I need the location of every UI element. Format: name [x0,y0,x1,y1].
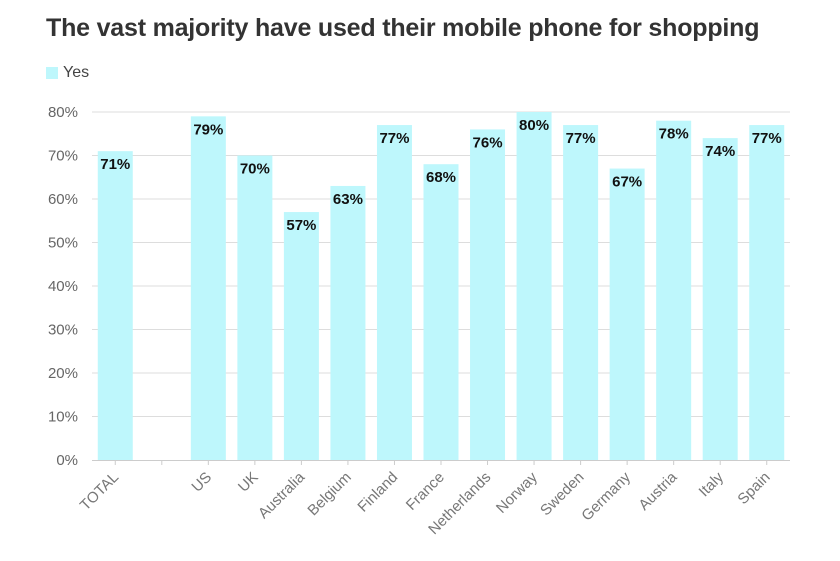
data-label: 78% [659,126,689,143]
x-tick-label: Italy [696,468,728,500]
y-tick-label: 50% [48,235,78,252]
bar [376,125,412,461]
data-label: 70% [240,161,270,178]
x-tick-label: Germany [578,468,634,524]
data-label: 76% [473,134,503,151]
y-tick-label: 40% [48,278,78,295]
data-label: 74% [705,143,735,160]
legend-label-yes: Yes [63,64,90,81]
y-tick-label: 80% [48,104,78,121]
data-label: 80% [519,117,549,134]
y-tick-label: 70% [48,148,78,165]
data-label: 68% [426,169,456,186]
y-tick-label: 0% [56,452,78,469]
x-tick-label: Belgium [304,469,354,519]
data-label: 57% [286,217,316,234]
x-tick-label: UK [235,469,262,496]
bar [563,125,599,461]
data-label: 77% [566,130,596,147]
data-label: 77% [752,130,782,147]
legend-swatch-yes [46,67,58,79]
data-label: 77% [379,130,409,147]
chart-title: The vast majority have used their mobile… [46,14,760,42]
bar [470,129,506,460]
bar [237,155,273,460]
y-tick-label: 60% [48,191,78,208]
bar [609,168,645,461]
bar [656,120,692,460]
x-tick-label: TOTAL [77,469,122,514]
data-label: 63% [333,191,363,208]
bar [749,125,785,461]
x-tick-label: Austria [635,468,680,513]
x-tick-label: Spain [734,469,773,508]
data-label: 67% [612,174,642,191]
bar [516,112,552,460]
x-tick-label: France [403,469,448,514]
data-label: 79% [193,121,223,138]
y-tick-label: 30% [48,322,78,339]
bars: 71% 79% 70% 57% 63% 77% 68% 76% 80% 77% 67% 78% 74% 7… [97,112,785,461]
y-tick-label: 20% [48,365,78,382]
legend: Yes [46,64,89,82]
bar [190,116,226,460]
bar [702,138,738,460]
x-tick-label: Norway [493,468,541,516]
bar [283,212,319,460]
x-tick-label: Finland [354,469,401,516]
x-tick-label: US [188,469,215,496]
data-label: 71% [100,156,130,173]
x-tick-label: Australia [255,468,309,522]
bar [330,185,366,460]
y-axis: 0% 10% 20% 30% 40% 50% 60% 70% 80% [48,104,78,469]
y-tick-label: 10% [48,409,78,426]
bar [97,151,133,460]
bar [423,164,459,460]
